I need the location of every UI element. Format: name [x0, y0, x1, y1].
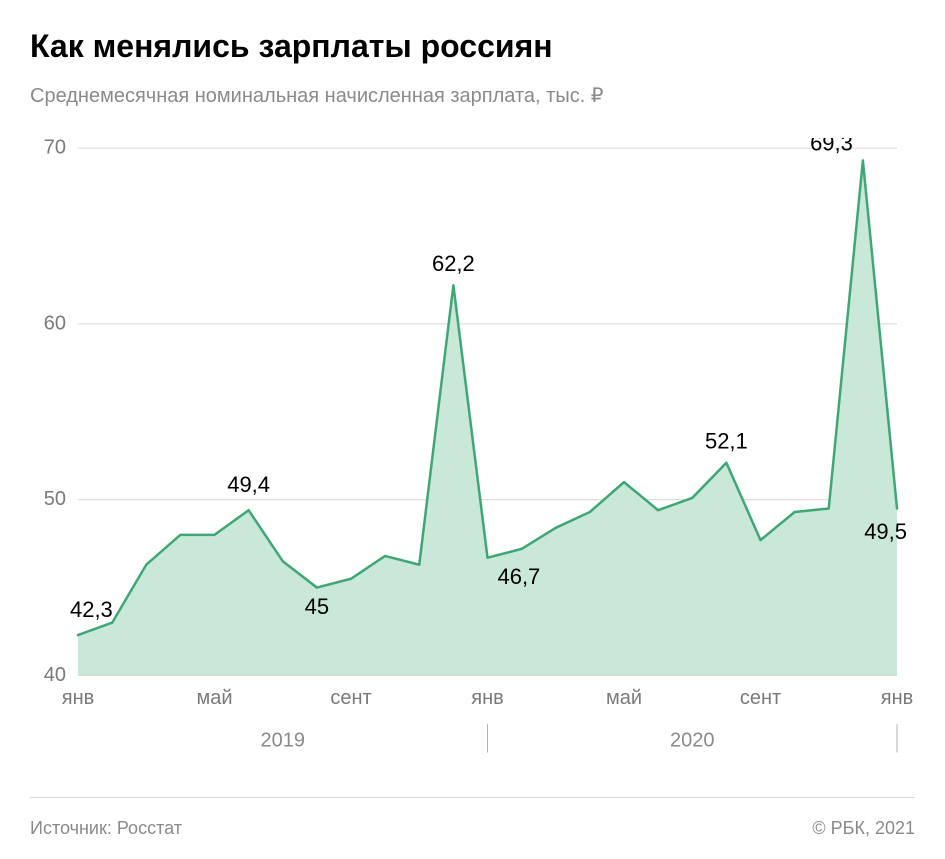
chart-subtitle: Среднемесячная номинальная начисленная з… [30, 83, 915, 108]
svg-text:49,4: 49,4 [227, 472, 270, 497]
svg-text:2020: 2020 [670, 729, 714, 751]
svg-text:49,5: 49,5 [864, 519, 907, 544]
svg-text:май: май [196, 687, 232, 709]
svg-text:60: 60 [44, 312, 66, 334]
svg-text:янв: янв [62, 687, 94, 709]
svg-text:69,3: 69,3 [810, 138, 853, 155]
chart-footer: Источник: Росстат © РБК, 2021 [30, 797, 915, 839]
svg-text:46,7: 46,7 [497, 564, 540, 589]
chart-svg: 40 50 60 70 янв май сент янв май сент янв 2019 2020 4… [30, 138, 915, 787]
svg-text:42,3: 42,3 [70, 597, 113, 622]
svg-text:52,1: 52,1 [705, 428, 748, 453]
svg-text:62,2: 62,2 [432, 251, 475, 276]
svg-text:50: 50 [44, 488, 66, 510]
svg-text:янв: янв [881, 687, 913, 709]
svg-text:45: 45 [305, 594, 329, 619]
chart-plot-area: 40 50 60 70 янв май сент янв май сент янв 2019 2020 4… [30, 138, 915, 787]
svg-text:янв: янв [471, 687, 503, 709]
svg-text:сент: сент [740, 687, 781, 709]
svg-text:70: 70 [44, 138, 66, 159]
svg-text:40: 40 [44, 664, 66, 686]
svg-text:2019: 2019 [261, 729, 305, 751]
chart-container: Как менялись зарплаты россиян Среднемеся… [0, 0, 945, 859]
source-label: Источник: Росстат [30, 818, 182, 839]
svg-text:сент: сент [330, 687, 371, 709]
svg-text:май: май [606, 687, 642, 709]
copyright-label: © РБК, 2021 [812, 818, 915, 839]
chart-title: Как менялись зарплаты россиян [30, 28, 915, 65]
